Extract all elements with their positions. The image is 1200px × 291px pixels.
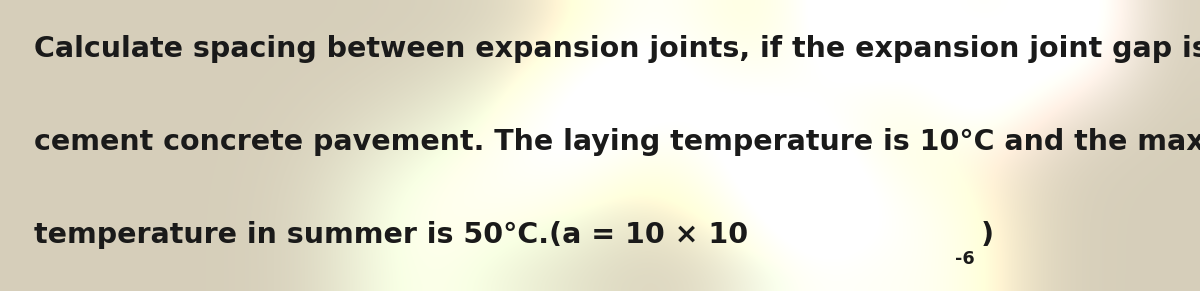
Text: Calculate spacing between expansion joints, if the expansion joint gap is 2.0 cm: Calculate spacing between expansion join… xyxy=(34,35,1200,63)
Text: -6: -6 xyxy=(955,250,974,268)
Text: ): ) xyxy=(980,221,994,249)
Text: -6: -6 xyxy=(955,250,974,268)
Text: temperature in summer is 50°C.(a = 10 × 10: temperature in summer is 50°C.(a = 10 × … xyxy=(34,221,748,249)
Text: cement concrete pavement. The laying temperature is 10°C and the maximum slab: cement concrete pavement. The laying tem… xyxy=(34,128,1200,156)
